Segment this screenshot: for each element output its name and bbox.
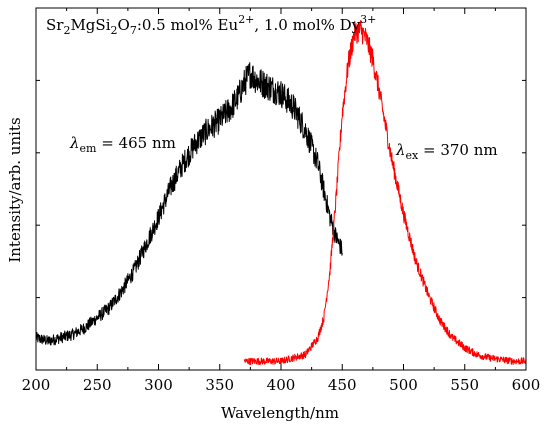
excitation-wavelength-label: λex = 370 nm: [395, 141, 498, 162]
x-axis-label: Wavelength/nm: [221, 404, 339, 422]
ticks-layer: 200 250 300 350 400 450 500 550 600: [22, 8, 541, 394]
x-tick-label: 550: [450, 376, 479, 394]
axes-layer: [35, 7, 527, 371]
x-tick-label: 400: [267, 376, 296, 394]
x-tick-label: 350: [205, 376, 234, 394]
emission-wavelength-label: λem = 465 nm: [69, 134, 176, 155]
plot-frame: [35, 7, 527, 371]
x-tick-label: 300: [144, 376, 173, 394]
x-tick-label: 500: [389, 376, 418, 394]
x-tick-label: 250: [83, 376, 112, 394]
x-tick-label: 450: [328, 376, 357, 394]
x-tick-label: 200: [22, 376, 51, 394]
x-tick-label: 600: [512, 376, 541, 394]
series-line-1: [243, 20, 527, 366]
sample-composition-label: Sr2MgSi2O7:0.5 mol% Eu2+, 1.0 mol% Dy3+: [46, 13, 376, 37]
y-axis-label: Intensity/arb. units: [6, 117, 24, 262]
series-line-0: [35, 62, 343, 346]
series-layer: [35, 20, 527, 366]
